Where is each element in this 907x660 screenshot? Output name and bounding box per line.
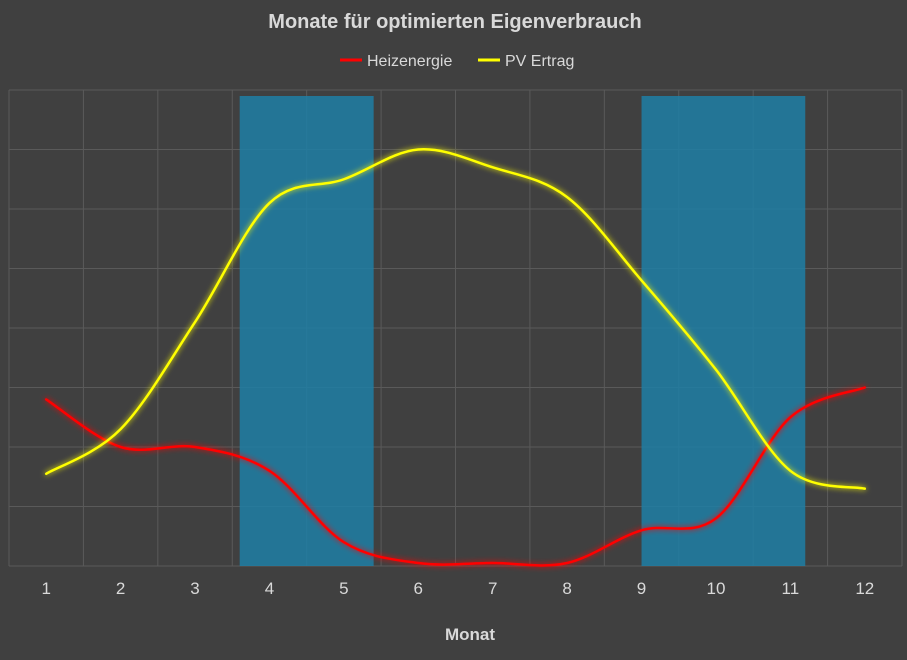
highlight-band-1 [239,96,374,566]
legend-label-pv-ertrag: PV Ertrag [505,53,574,70]
legend-label-heizenergie: Heizenergie [367,53,452,70]
x-tick-label: 7 [488,579,497,598]
x-tick-label: 6 [414,579,423,598]
series-line-pv-ertrag [44,148,867,490]
x-tick-label: 1 [41,579,50,598]
x-tick-label: 9 [637,579,646,598]
x-axis-label: Monat [445,625,495,644]
chart-title: Monate für optimierten Eigenverbrauch [268,11,641,33]
series-line-heizenergie [44,386,867,567]
highlight-bands [239,96,806,566]
x-tick-label: 4 [265,579,274,598]
x-tick-label: 2 [116,579,125,598]
highlight-band-2 [641,96,806,566]
x-tick-label: 5 [339,579,348,598]
x-tick-labels: 1 2 3 4 5 6 7 8 9 10 11 12 [41,579,874,598]
legend: Heizenergie PV Ertrag [340,53,574,70]
x-tick-label: 11 [782,579,800,598]
x-tick-label: 10 [706,579,725,598]
x-tick-label: 3 [190,579,199,598]
x-tick-label: 8 [562,579,571,598]
x-tick-label: 12 [855,579,874,598]
series-lines [44,148,867,567]
